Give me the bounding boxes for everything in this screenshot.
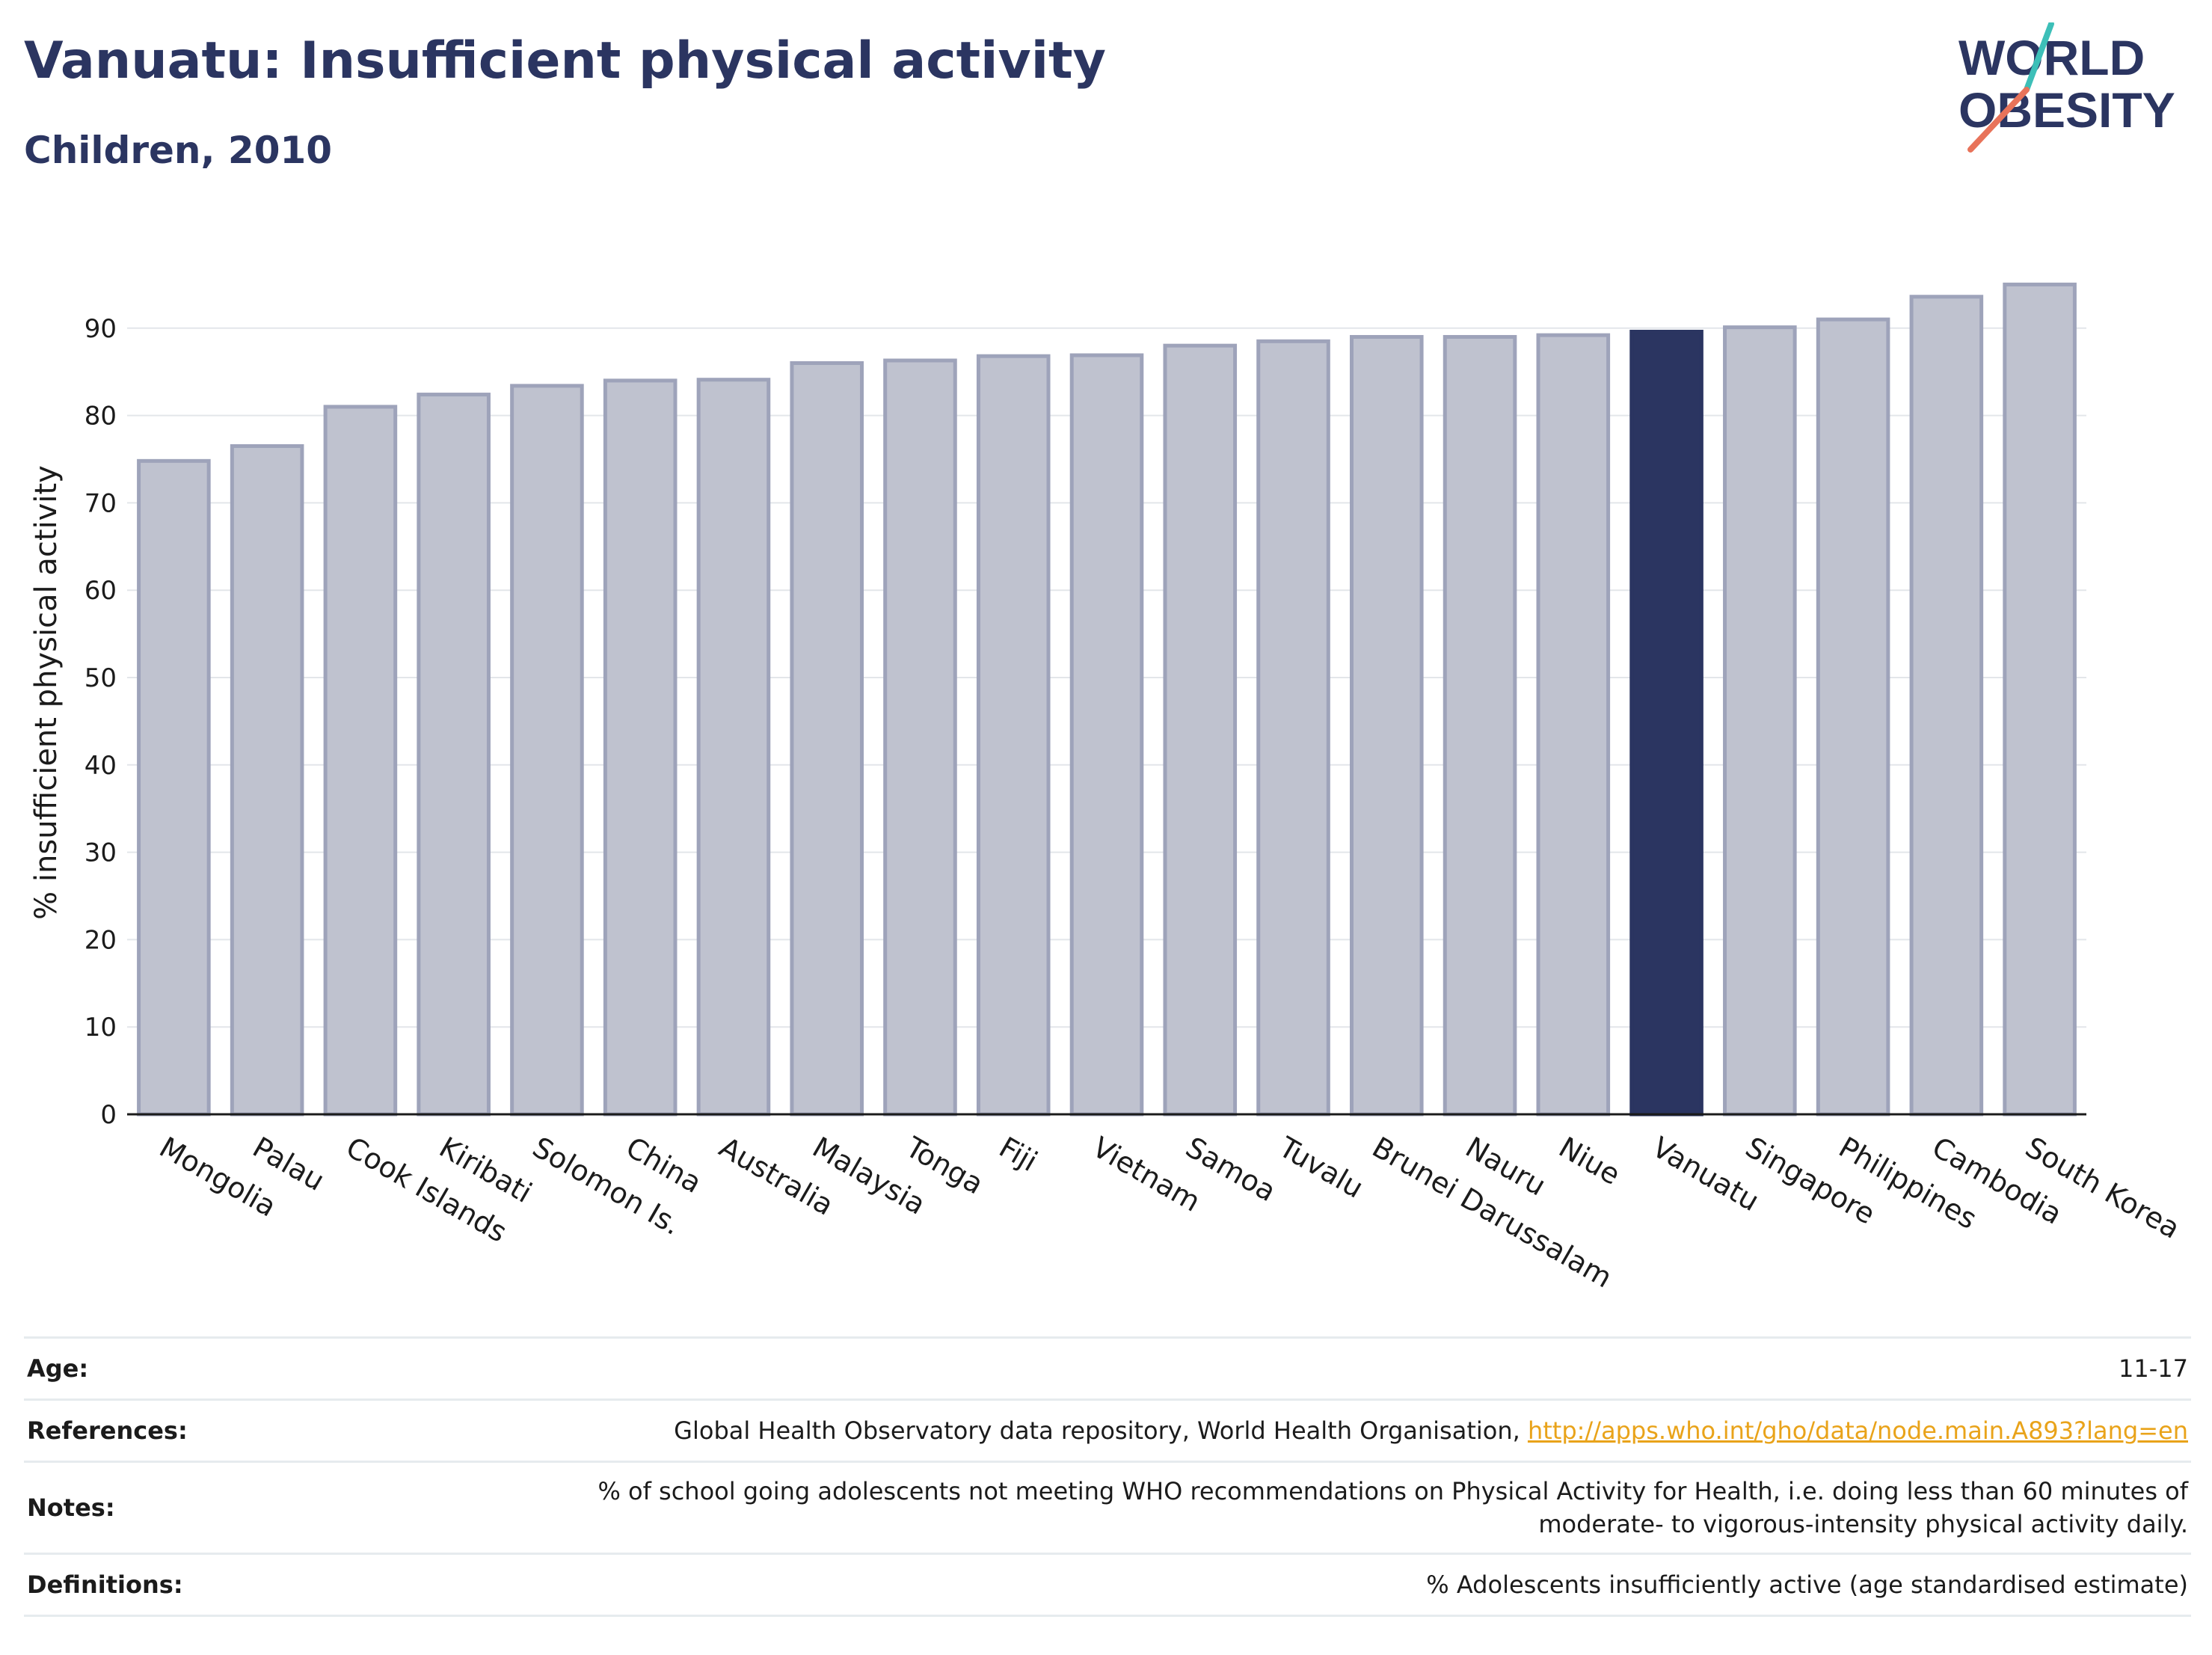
bar-kiribati — [417, 393, 491, 1117]
x-tick-label: Cook Islands — [340, 1131, 512, 1249]
x-tick-label: Tuvalu — [1273, 1130, 1368, 1205]
info-row-notes: Notes: % of school going adolescents not… — [24, 1461, 2191, 1554]
bar-cambodia — [1909, 295, 1984, 1117]
world-obesity-logo: WORLD OBESITY — [1958, 22, 2175, 153]
info-row-definitions: Definitions: % Adolescents insufficientl… — [24, 1553, 2191, 1617]
y-tick-label: 50 — [85, 663, 117, 693]
notes-label: Notes: — [24, 1461, 224, 1554]
bar-vanuatu — [1629, 329, 1703, 1117]
notes-value: % of school going adolescents not meetin… — [224, 1461, 2191, 1554]
age-value: 11-17 — [224, 1336, 2191, 1400]
logo-slash-coral — [1967, 87, 2030, 153]
bar-vietnam — [1069, 353, 1144, 1117]
definitions-label: Definitions: — [24, 1553, 224, 1617]
x-tick-label: Fiji — [994, 1131, 1043, 1178]
definitions-value: % Adolescents insufficiently active (age… — [224, 1553, 2191, 1617]
y-tick-label: 80 — [85, 402, 117, 432]
bar-singapore — [1723, 325, 1797, 1117]
bar-niue — [1536, 333, 1611, 1117]
bar-south-korea — [2003, 282, 2077, 1117]
bar-tuvalu — [1256, 339, 1330, 1117]
y-axis-ticks: 0 10 20 30 40 50 60 70 80 90 — [85, 314, 117, 1130]
x-tick-label: Niue — [1553, 1131, 1626, 1191]
y-axis-title: % insufficient physical activity — [29, 465, 64, 920]
bars — [137, 282, 2077, 1117]
bar-palau — [230, 443, 304, 1117]
y-tick-label: 70 — [85, 488, 117, 518]
x-tick-label: Vanuatu — [1647, 1131, 1765, 1218]
logo-line2: OBESITY — [1958, 82, 2175, 138]
x-tick-label: South Korea — [2020, 1131, 2185, 1245]
bar-china — [603, 378, 678, 1117]
info-row-age: Age: 11-17 — [24, 1336, 2191, 1400]
bar-brunei-darussalam — [1350, 334, 1424, 1117]
info-row-references: References: Global Health Observatory da… — [24, 1398, 2191, 1462]
y-tick-label: 30 — [85, 838, 117, 868]
bar-cook-islands — [323, 405, 398, 1117]
bar-australia — [696, 378, 771, 1117]
y-tick-label: 60 — [85, 576, 117, 606]
bar-solomon-is- — [510, 384, 584, 1117]
bar-malaysia — [790, 361, 864, 1117]
notes-line1: % of school going adolescents not meetin… — [597, 1477, 2188, 1505]
bar-nauru — [1443, 334, 1517, 1117]
bar-tonga — [883, 358, 957, 1117]
y-tick-label: 90 — [85, 314, 117, 344]
y-tick-label: 0 — [100, 1100, 117, 1130]
references-label: References: — [24, 1398, 224, 1462]
x-tick-label: Vietnam — [1087, 1131, 1206, 1218]
chart-subtitle: Children, 2010 — [24, 129, 333, 172]
bar-fiji — [976, 354, 1051, 1117]
bar-samoa — [1163, 343, 1238, 1117]
y-tick-label: 10 — [85, 1013, 117, 1043]
notes-line2: moderate- to vigorous-intensity physical… — [1538, 1510, 2188, 1538]
references-value: Global Health Observatory data repositor… — [224, 1398, 2191, 1462]
references-link[interactable]: http://apps.who.int/gho/data/node.main.A… — [1527, 1416, 2188, 1445]
info-table: Age: 11-17 References: Global Health Obs… — [24, 1336, 2191, 1617]
y-tick-label: 20 — [85, 925, 117, 955]
y-tick-label: 40 — [85, 751, 117, 781]
logo-line1: WORLD — [1958, 30, 2145, 85]
references-text: Global Health Observatory data repositor… — [674, 1416, 1528, 1445]
bar-philippines — [1816, 317, 1890, 1117]
bar-mongolia — [137, 458, 211, 1117]
age-label: Age: — [24, 1336, 224, 1400]
logo-slash-teal — [2024, 22, 2054, 93]
chart-title: Vanuatu: Insufficient physical activity — [24, 31, 1106, 90]
